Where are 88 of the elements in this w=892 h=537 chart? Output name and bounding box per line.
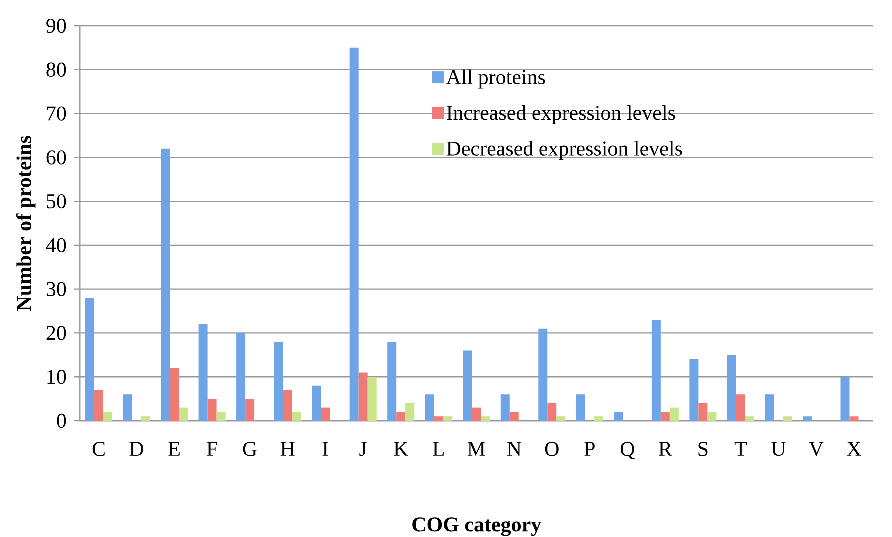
y-tick-label: 80: [46, 62, 66, 77]
bar: [745, 416, 754, 421]
y-tick-label: 90: [46, 18, 66, 34]
y-tick-label: 60: [46, 150, 66, 165]
bar: [736, 394, 746, 421]
x-tick-label: P: [584, 442, 595, 456]
bar: [727, 355, 736, 421]
y-tick-label: 10: [48, 370, 66, 384]
x-tick-label: C: [92, 442, 105, 456]
x-tick-label: S: [698, 442, 708, 456]
bar: [538, 328, 548, 421]
bar: [481, 416, 490, 421]
bar: [802, 416, 812, 421]
bar: [472, 408, 482, 421]
bar: [358, 372, 368, 421]
bar: [434, 416, 444, 421]
x-tick-label: X: [847, 442, 862, 456]
x-tick-label: I: [322, 442, 328, 456]
x-tick-label: G: [243, 442, 257, 456]
bar: [179, 408, 188, 421]
bar: [510, 412, 519, 421]
y-tick-label: 70: [47, 106, 66, 121]
x-tick-label: O: [545, 442, 559, 456]
y-tick-label: 20: [46, 326, 66, 340]
x-axis-title: COG category: [412, 518, 542, 536]
x-tick-label: R: [659, 442, 672, 456]
bar: [123, 394, 132, 421]
bar: [594, 416, 604, 421]
bar: [670, 408, 679, 421]
bar: [406, 403, 415, 421]
bar: [368, 377, 377, 421]
bar: [783, 416, 792, 421]
legend-label: All proteins: [446, 70, 546, 89]
bar: [198, 324, 208, 421]
x-tick-label: H: [280, 442, 295, 456]
bar: [350, 48, 359, 421]
bar: [614, 412, 624, 421]
bar: [840, 377, 850, 421]
x-tick-label: N: [507, 442, 522, 456]
x-tick-label: J: [360, 442, 367, 456]
x-tick-label: F: [207, 442, 218, 456]
bar: [660, 412, 670, 421]
x-tick-label: L: [433, 442, 444, 456]
legend-label: Increased expression levels: [446, 105, 676, 124]
bar: [425, 394, 434, 421]
bar: [283, 390, 292, 421]
bar: [274, 342, 284, 421]
y-tick-label: 30: [46, 282, 66, 296]
y-tick-label: 0: [57, 414, 66, 428]
bar: [396, 412, 406, 421]
x-tick-label: K: [394, 442, 408, 456]
bar: [708, 412, 717, 421]
x-tick-label: Q: [620, 442, 635, 460]
bar: [246, 399, 255, 421]
bar: [94, 390, 104, 421]
y-tick-label: 40: [46, 238, 66, 253]
bar: [690, 360, 699, 421]
bar: [236, 333, 246, 421]
y-axis-title: Number of proteins: [16, 136, 36, 311]
bar: [443, 416, 452, 421]
legend-label: Decreased expression levels: [446, 141, 682, 160]
bar: [500, 394, 510, 421]
bar: [292, 412, 302, 421]
bar: [556, 416, 566, 421]
x-tick-label: V: [809, 442, 824, 456]
bar: [161, 148, 170, 421]
x-tick-label: U: [772, 442, 786, 456]
x-tick-label: M: [468, 442, 486, 456]
bar: [548, 403, 557, 421]
bar: [141, 416, 150, 421]
bar: [86, 298, 95, 421]
bar: [576, 394, 586, 421]
bar: [765, 394, 774, 421]
bar: [463, 350, 472, 421]
x-tick-label: T: [734, 442, 748, 456]
bar: [216, 412, 226, 421]
bar: [208, 399, 217, 421]
x-tick-label: E: [168, 442, 180, 456]
bar: [321, 408, 330, 421]
bar: [850, 416, 859, 421]
bar: [170, 368, 180, 421]
y-tick-label: 50: [47, 194, 66, 209]
bar: [698, 403, 708, 421]
x-tick-label: D: [130, 442, 144, 456]
bar: [652, 320, 661, 421]
bar: [388, 342, 397, 421]
bar: [312, 386, 322, 421]
bar: [104, 412, 113, 421]
